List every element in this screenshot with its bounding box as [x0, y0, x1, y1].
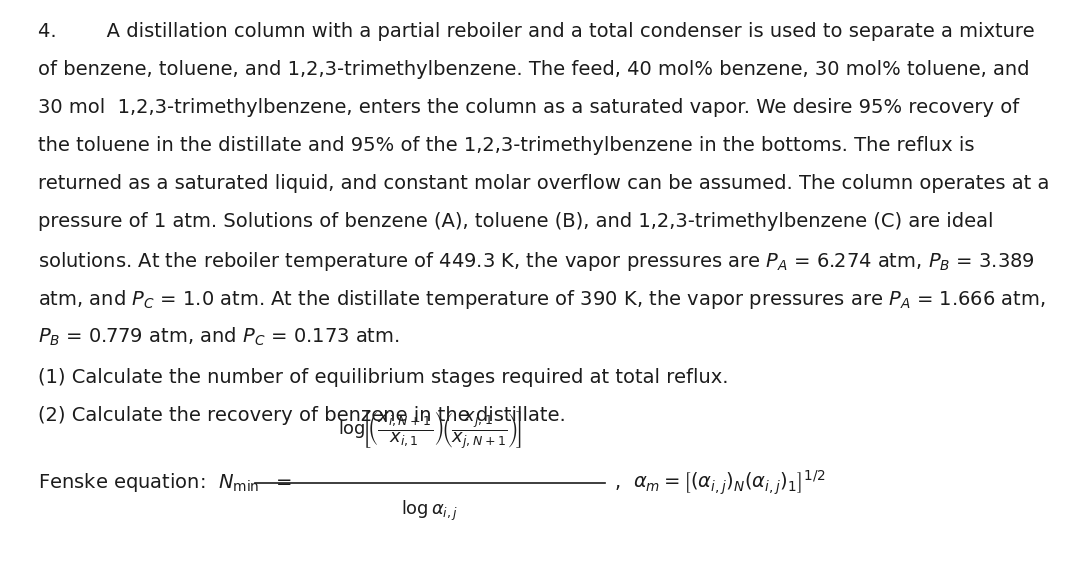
Text: 4.        A distillation column with a partial reboiler and a total condenser is: 4. A distillation column with a partial …	[38, 22, 1035, 41]
Text: 30 mol 1,2,3-trimethylbenzene, enters the column as a saturated vapor. We desire: 30 mol 1,2,3-trimethylbenzene, enters th…	[38, 98, 1020, 117]
Text: Fenske equation:  $N_{\min}$  $=$: Fenske equation: $N_{\min}$ $=$	[38, 472, 292, 494]
Text: $P_B$ = 0.779 atm, and $P_C$ = 0.173 atm.: $P_B$ = 0.779 atm, and $P_C$ = 0.173 atm…	[38, 326, 400, 348]
Text: of benzene, toluene, and 1,2,3-trimethylbenzene. The feed, 40 mol% benzene, 30 m: of benzene, toluene, and 1,2,3-trimethyl…	[38, 60, 1029, 79]
Text: returned as a saturated liquid, and constant molar overflow can be assumed. The : returned as a saturated liquid, and cons…	[38, 174, 1050, 193]
Text: (2) Calculate the recovery of benzene in the distillate.: (2) Calculate the recovery of benzene in…	[38, 406, 566, 425]
Text: $\mathrm{log}\,\alpha_{i,j}$: $\mathrm{log}\,\alpha_{i,j}$	[402, 499, 459, 523]
Text: ,: ,	[615, 473, 621, 493]
Text: atm, and $P_C$ = 1.0 atm. At the distillate temperature of 390 K, the vapor pres: atm, and $P_C$ = 1.0 atm. At the distill…	[38, 288, 1045, 311]
Text: $\mathrm{log}\!\left[\!\left(\dfrac{x_{i,N+1}}{x_{i,1}}\right)\!\left(\dfrac{x_{: $\mathrm{log}\!\left[\!\left(\dfrac{x_{i…	[338, 409, 522, 451]
Text: solutions. At the reboiler temperature of 449.3 K, the vapor pressures are $P_A$: solutions. At the reboiler temperature o…	[38, 250, 1035, 273]
Text: the toluene in the distillate and 95% of the 1,2,3-trimethylbenzene in the botto: the toluene in the distillate and 95% of…	[38, 136, 974, 155]
Text: pressure of 1 atm. Solutions of benzene (A), toluene (B), and 1,2,3-trimethylben: pressure of 1 atm. Solutions of benzene …	[38, 212, 994, 231]
Text: $\alpha_m = \left[(\alpha_{i,j})_N(\alpha_{i,j})_1\right]^{1/2}$: $\alpha_m = \left[(\alpha_{i,j})_N(\alph…	[633, 469, 826, 497]
Text: (1) Calculate the number of equilibrium stages required at total reflux.: (1) Calculate the number of equilibrium …	[38, 368, 729, 387]
